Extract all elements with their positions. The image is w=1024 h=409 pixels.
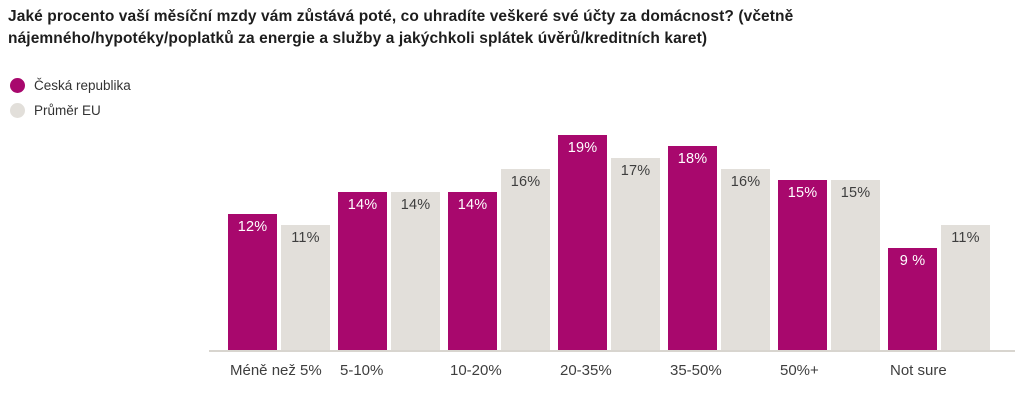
bar-value-label: 17% — [620, 163, 651, 179]
bar-ceska-republika-3: 19% — [558, 135, 607, 350]
bar-prumer-eu-3: 17% — [611, 158, 660, 350]
x-axis-label-0: Méně než 5% — [230, 362, 322, 379]
x-axis-label-4: 35-50% — [670, 362, 722, 379]
x-axis-label-1: 5-10% — [340, 362, 384, 379]
bar-value-label: 12% — [237, 219, 268, 235]
legend-label-ceska-republika: Česká republika — [34, 78, 131, 93]
x-axis-line — [209, 350, 1015, 352]
legend-swatch-ceska-republika — [10, 78, 25, 93]
bar-prumer-eu-0: 11% — [281, 225, 330, 350]
legend-item-ceska-republika: Česká republika — [10, 78, 131, 93]
legend-swatch-prumer-eu — [10, 103, 25, 118]
bar-value-label: 14% — [400, 197, 431, 213]
bar-value-label: 14% — [457, 197, 488, 213]
chart-title: Jaké procento vaší měsíční mzdy vám zůst… — [8, 6, 1018, 50]
bar-value-label: 15% — [840, 185, 871, 201]
bar-ceska-republika-2: 14% — [448, 192, 497, 350]
bar-ceska-republika-1: 14% — [338, 192, 387, 350]
bar-value-label: 11% — [951, 230, 980, 246]
bar-ceska-republika-4: 18% — [668, 146, 717, 350]
bar-value-label: 18% — [677, 151, 708, 167]
bar-prumer-eu-2: 16% — [501, 169, 550, 350]
bar-prumer-eu-1: 14% — [391, 192, 440, 350]
bar-value-label: 9 % — [899, 253, 926, 269]
chart-legend: Česká republika Průměr EU — [10, 78, 131, 128]
x-axis-labels: Méně než 5% 5-10% 10-20% 20-35% 35-50% 50%+ No… — [0, 362, 1024, 384]
x-axis-label-2: 10-20% — [450, 362, 502, 379]
bar-value-label: 14% — [347, 197, 378, 213]
bar-ceska-republika-0: 12% — [228, 214, 277, 350]
bar-prumer-eu-5: 15% — [831, 180, 880, 350]
bar-value-label: 19% — [567, 140, 598, 156]
bar-ceska-republika-5: 15% — [778, 180, 827, 350]
bar-value-label: 11% — [291, 230, 320, 246]
bar-chart-plot: 12% 11% 14% 14% 14% 16% 19% 17% 18% 16% 15% 15% 9 % 1… — [228, 135, 990, 350]
bar-ceska-republika-6: 9 % — [888, 248, 937, 350]
legend-item-prumer-eu: Průměr EU — [10, 103, 131, 118]
bar-value-label: 16% — [510, 174, 541, 190]
chart-title-line-1: Jaké procento vaší měsíční mzdy vám zůst… — [8, 8, 794, 25]
bar-value-label: 16% — [730, 174, 761, 190]
chart-title-line-2: nájemného/hypotéky/poplatků za energie a… — [8, 30, 708, 47]
x-axis-label-6: Not sure — [890, 362, 947, 379]
bar-prumer-eu-6: 11% — [941, 225, 990, 350]
bar-prumer-eu-4: 16% — [721, 169, 770, 350]
x-axis-label-3: 20-35% — [560, 362, 612, 379]
legend-label-prumer-eu: Průměr EU — [34, 103, 101, 118]
bar-value-label: 15% — [787, 185, 818, 201]
x-axis-label-5: 50%+ — [780, 362, 819, 379]
